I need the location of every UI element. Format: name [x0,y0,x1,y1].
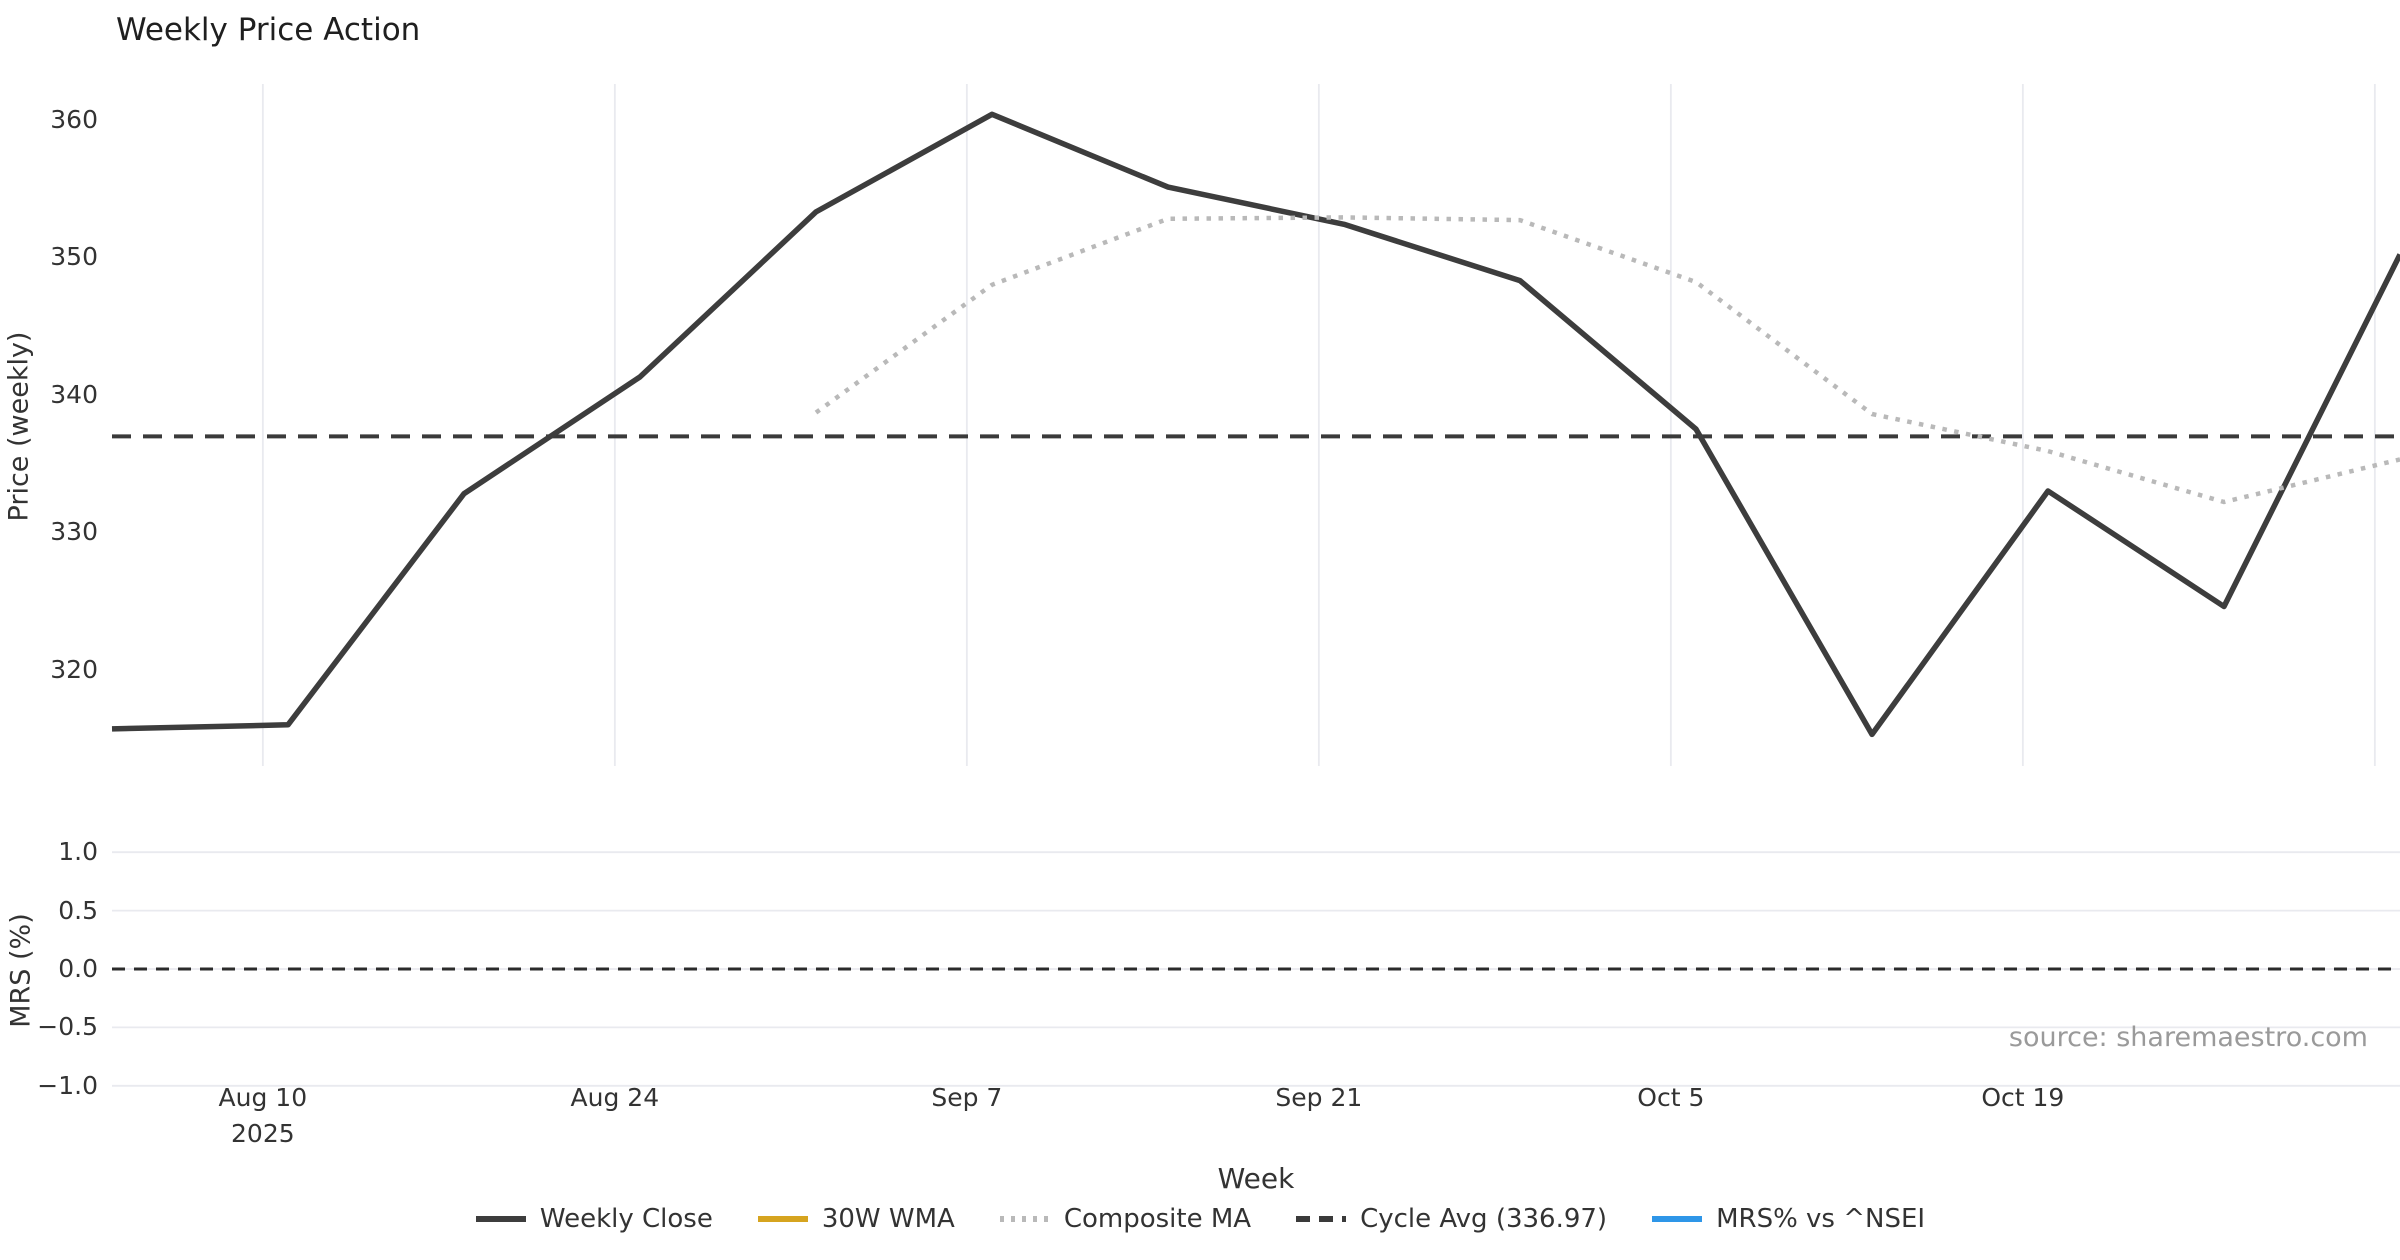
weekly-close-line [111,111,2400,738]
legend-swatch-solid-icon [475,1216,526,1222]
x-tick-label: Oct 19 [1981,1083,2065,1112]
legend-swatch-solid-icon [757,1216,808,1222]
source-note: source: sharemaestro.com [2008,1022,2368,1053]
x-tick-label: Aug 24 [570,1083,660,1112]
mrs-y-tick-label: 1.0 [58,837,98,867]
legend-item: 30W WMA [757,1204,955,1234]
legend-label: 30W WMA [821,1204,955,1234]
legend-swatch-solid-icon [1652,1216,1703,1222]
legend-item: Cycle Avg (336.97) [1295,1204,1607,1234]
mrs-y-tick-label: 0.0 [58,954,98,983]
x-tick-label: Sep 21 [1275,1083,1363,1112]
x-tick-sublabel: 2025 [231,1119,295,1148]
x-tick-label: Oct 5 [1637,1083,1705,1112]
x-tick-label: Aug 10 [218,1083,308,1112]
legend-label: Weekly Close [539,1204,713,1234]
legend-swatch-dotted-icon [999,1216,1050,1222]
legend-item: Weekly Close [475,1204,713,1234]
mrs-y-tick-label: 0.5 [58,895,98,925]
legend-item: MRS% vs ^NSEI [1651,1204,1925,1234]
chart-title: Weekly Price Action [116,12,421,48]
legend: Weekly Close 30W WMA Composite MA Cycle Avg… [0,1204,2400,1234]
x-axis-label: Week [1217,1162,1295,1195]
composite-ma-line [814,215,2400,505]
legend-label: Composite MA [1063,1204,1252,1234]
price-y-tick-label: 350 [50,242,98,272]
legend-item: Composite MA [999,1204,1251,1234]
price-panel [111,84,2400,766]
legend-label: MRS% vs ^NSEI [1716,1204,1926,1234]
mrs-y-tick-label: −0.5 [37,1012,98,1042]
price-y-tick-label: 360 [50,104,98,134]
legend-swatch-dashed-icon [1296,1216,1347,1222]
price-y-tick-label: 340 [50,379,98,409]
mrs-panel [112,851,2400,1087]
legend-label: Cycle Avg (336.97) [1360,1204,1608,1234]
price-y-tick-label: 330 [50,517,98,547]
price-y-tick-label: 320 [50,654,98,684]
x-tick-label: Sep 7 [931,1083,1003,1112]
mrs-y-tick-label: −1.0 [37,1070,98,1100]
